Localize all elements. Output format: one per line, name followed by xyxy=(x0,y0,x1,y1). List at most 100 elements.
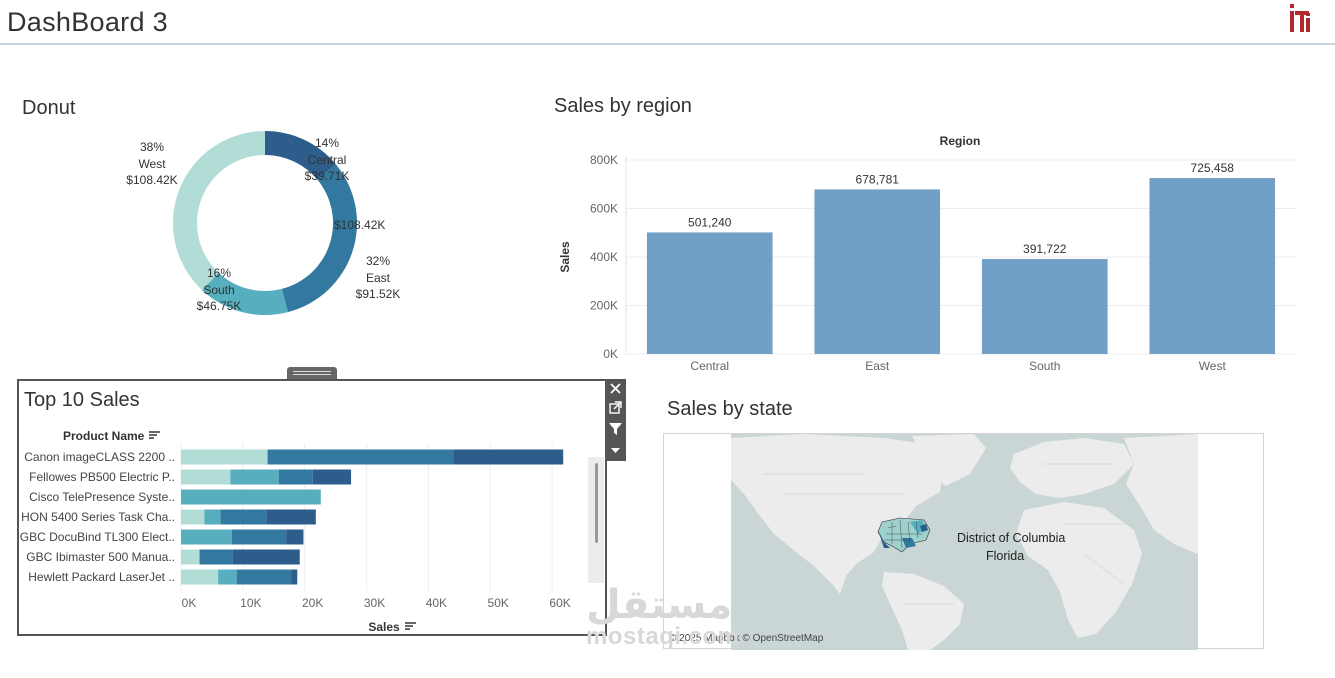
region-header: Region xyxy=(940,134,981,148)
top10-bar-segment-east[interactable] xyxy=(231,529,287,545)
top10-row-label: GBC DocuBind TL300 Elect.. xyxy=(20,530,175,544)
top10-bar-segment-west[interactable] xyxy=(181,449,268,465)
top10-panel: Top 10 Sales Product Name 0K 10K 20K 30K 40K 5… xyxy=(17,379,607,636)
top10-bar-segment-central[interactable] xyxy=(312,469,352,485)
donut-slice-east[interactable] xyxy=(281,164,358,313)
top10-row-label: Cisco TelePresence Syste.. xyxy=(29,490,175,504)
top10-bar-segment-east[interactable] xyxy=(267,449,454,465)
south-america-land xyxy=(882,572,964,650)
product-name-header[interactable]: Product Name xyxy=(63,429,145,443)
donut-label-east: 32% East $91.52K xyxy=(347,253,409,303)
region-xtick-label: East xyxy=(865,359,890,373)
dashboard-title: DashBoard 3 xyxy=(7,7,168,37)
donut-region-east: East xyxy=(365,270,390,285)
top10-xtick-label: 40K xyxy=(426,596,447,610)
top10-bar-segment-east[interactable] xyxy=(199,549,233,565)
top10-bar-segment-central[interactable] xyxy=(453,449,564,465)
region-ytick-label: 0K xyxy=(603,347,618,361)
donut-region-central: Central xyxy=(307,152,347,167)
donut-pct-central: 14% xyxy=(314,136,340,150)
world-map[interactable] xyxy=(664,434,1265,650)
region-xtick-label: Central xyxy=(690,359,729,373)
asia-land xyxy=(1124,434,1198,554)
iti-logo-icon xyxy=(1290,4,1310,32)
top10-bar-segment-east[interactable] xyxy=(220,509,267,525)
donut-pct-south: 16% xyxy=(206,266,232,280)
region-bar-chart[interactable]: Region Sales 0K 200K 400K 600K 800K 501,240 Cent… xyxy=(550,130,1310,375)
top10-bar-segment-east[interactable] xyxy=(236,569,292,585)
donut-slice-west[interactable] xyxy=(173,131,265,291)
panel-toolbar xyxy=(605,379,626,461)
donut-value-central: $39.71K xyxy=(304,169,350,183)
donut-slice-south[interactable] xyxy=(202,272,288,315)
top10-bar-segment-west[interactable] xyxy=(181,469,231,485)
region-ylabel: Sales xyxy=(558,241,572,273)
top10-bar-segment-south[interactable] xyxy=(230,469,279,485)
top10-bar-segment-central[interactable] xyxy=(266,509,316,525)
africa-land xyxy=(1016,502,1142,638)
top10-bar-segment-central[interactable] xyxy=(232,549,300,565)
region-ytick-label: 200K xyxy=(590,299,618,313)
top10-bar-segment-east[interactable] xyxy=(278,469,313,485)
top10-row-label: Canon imageCLASS 2200 .. xyxy=(24,450,175,464)
region-chart-title: Sales by region xyxy=(554,95,692,117)
region-bar-south[interactable] xyxy=(981,259,1108,354)
sort-icon xyxy=(405,622,416,630)
europe-land xyxy=(1010,438,1134,498)
region-bar-west[interactable] xyxy=(1149,178,1276,354)
watermark: مستقل mostaqi.com xyxy=(586,585,740,649)
donut-region-west: West xyxy=(138,156,166,171)
region-bar-value-label: 725,458 xyxy=(1191,161,1235,175)
region-ytick-label: 600K xyxy=(590,202,618,216)
top10-row-label: HON 5400 Series Task Cha.. xyxy=(21,510,175,524)
popout-icon[interactable] xyxy=(605,398,626,418)
watermark-latin: mostaqi.com xyxy=(586,623,740,650)
dashboard-header: DashBoard 3 xyxy=(0,0,1335,45)
top10-row-label: Fellowes PB500 Electric P.. xyxy=(29,470,175,484)
more-icon[interactable] xyxy=(605,440,626,460)
top10-xtick-label: 10K xyxy=(240,596,261,610)
donut-value-west: $108.42K xyxy=(126,173,178,187)
top10-bar-segment-central[interactable] xyxy=(291,569,298,585)
donut-pct-west: 38% xyxy=(139,140,165,154)
map-frame[interactable]: District of Columbia Florida © 2025 Mapb… xyxy=(663,433,1265,650)
greenland-land xyxy=(912,434,986,486)
donut-value-east: $91.52K xyxy=(355,287,401,301)
map-credit: © 2025 Mapbox © OpenStreetMap xyxy=(669,633,824,644)
region-bar-value-label: 501,240 xyxy=(688,215,732,229)
top10-bar-segment-south[interactable] xyxy=(181,489,321,505)
map-label-florida: Florida xyxy=(986,549,1025,563)
region-bar-central[interactable] xyxy=(646,232,773,354)
top10-bar-segment-south[interactable] xyxy=(218,569,237,585)
top10-bar-segment-south[interactable] xyxy=(181,529,232,545)
donut-slice-central[interactable] xyxy=(265,131,336,180)
filter-icon[interactable] xyxy=(605,419,626,439)
top10-bar-chart[interactable]: Product Name 0K 10K 20K 30K 40K 50K 60K Canon im… xyxy=(19,381,609,638)
region-bar-east[interactable] xyxy=(814,189,941,354)
top10-bar-segment-west[interactable] xyxy=(181,549,200,565)
top10-bar-segment-west[interactable] xyxy=(181,569,219,585)
region-bar-value-label: 678,781 xyxy=(856,172,900,186)
donut-title: Donut xyxy=(22,97,76,119)
watermark-arabic: مستقل xyxy=(586,583,733,627)
top10-bar-segment-west[interactable] xyxy=(181,509,205,525)
top10-bar-segment-south[interactable] xyxy=(204,509,221,525)
donut-extra-label: $108.42K xyxy=(334,218,386,232)
top10-xtick-label: 30K xyxy=(364,596,385,610)
region-ytick-label: 400K xyxy=(590,250,618,264)
usa-states[interactable] xyxy=(877,517,931,553)
map-label-dc: District of Columbia xyxy=(957,531,1066,545)
map-title: Sales by state xyxy=(667,398,793,420)
region-xtick-label: South xyxy=(1029,359,1060,373)
donut-chart[interactable] xyxy=(100,125,430,325)
top10-bar-segment-central[interactable] xyxy=(286,529,304,545)
donut-label-west: 38% West $108.42K xyxy=(118,139,186,189)
donut-label-central: 14% Central $39.71K xyxy=(296,135,358,185)
top10-scrollbar[interactable] xyxy=(588,457,604,583)
region-ytick-label: 800K xyxy=(590,153,618,167)
close-icon[interactable] xyxy=(605,379,626,399)
panel-drag-handle[interactable] xyxy=(287,367,337,379)
top10-row-label: Hewlett Packard LaserJet .. xyxy=(28,570,175,584)
scrollbar-thumb[interactable] xyxy=(595,463,598,543)
